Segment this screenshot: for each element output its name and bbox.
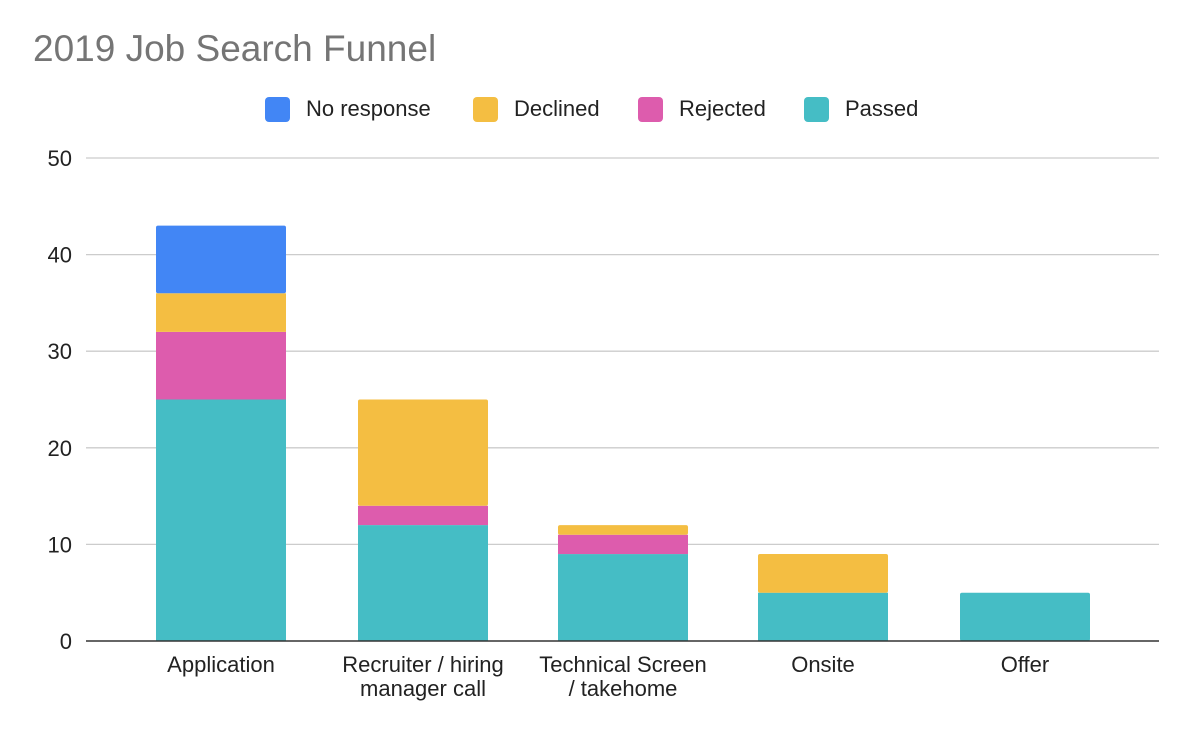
legend-item-passed: Passed <box>804 93 918 125</box>
bar-passed-1 <box>358 525 488 641</box>
y-tick-label-20: 20 <box>48 436 72 461</box>
bar-declined-0 <box>156 293 286 332</box>
legend-swatch-declined <box>473 96 498 122</box>
bar-rejected-1 <box>358 505 488 526</box>
bar-passed-3 <box>758 592 888 641</box>
bar-rejected-0 <box>156 331 286 400</box>
legend-label-passed: Passed <box>845 96 919 121</box>
legend-swatch-no-response <box>265 96 290 122</box>
bar-declined-2 <box>558 525 688 535</box>
legend-item-rejected: Rejected <box>638 93 766 125</box>
y-tick-label-40: 40 <box>48 243 72 268</box>
bar-declined-1 <box>358 399 488 506</box>
legend-label-rejected: Rejected <box>679 96 766 121</box>
x-tick-label-0: Application <box>167 652 275 677</box>
legend-swatch-passed <box>804 96 829 122</box>
legend-label-no-response: No response <box>306 96 431 121</box>
bar-passed-0 <box>156 399 286 641</box>
y-tick-label-30: 30 <box>48 339 72 364</box>
y-tick-label-0: 0 <box>60 629 72 654</box>
bar-passed-2 <box>558 554 688 641</box>
y-tick-label-10: 10 <box>48 532 72 557</box>
x-tick-label-4: Offer <box>1001 652 1050 677</box>
chart-title: 2019 Job Search Funnel <box>33 28 437 69</box>
legend-swatch-rejected <box>638 96 663 122</box>
y-tick-label-50: 50 <box>48 146 72 171</box>
legend-item-no-response: No response <box>265 93 431 125</box>
bar-no-response-0 <box>156 225 286 294</box>
bar-passed-4 <box>960 592 1090 641</box>
x-tick-label-2: Technical Screen / takehome <box>539 652 707 701</box>
legend-item-declined: Declined <box>473 93 600 125</box>
legend: No response Declined Rejected Passed <box>0 93 1192 125</box>
x-tick-label-1: Recruiter / hiring manager call <box>342 652 503 701</box>
bar-declined-3 <box>758 554 888 593</box>
x-tick-label-3: Onsite <box>791 652 855 677</box>
legend-label-declined: Declined <box>514 96 600 121</box>
bar-rejected-2 <box>558 534 688 555</box>
